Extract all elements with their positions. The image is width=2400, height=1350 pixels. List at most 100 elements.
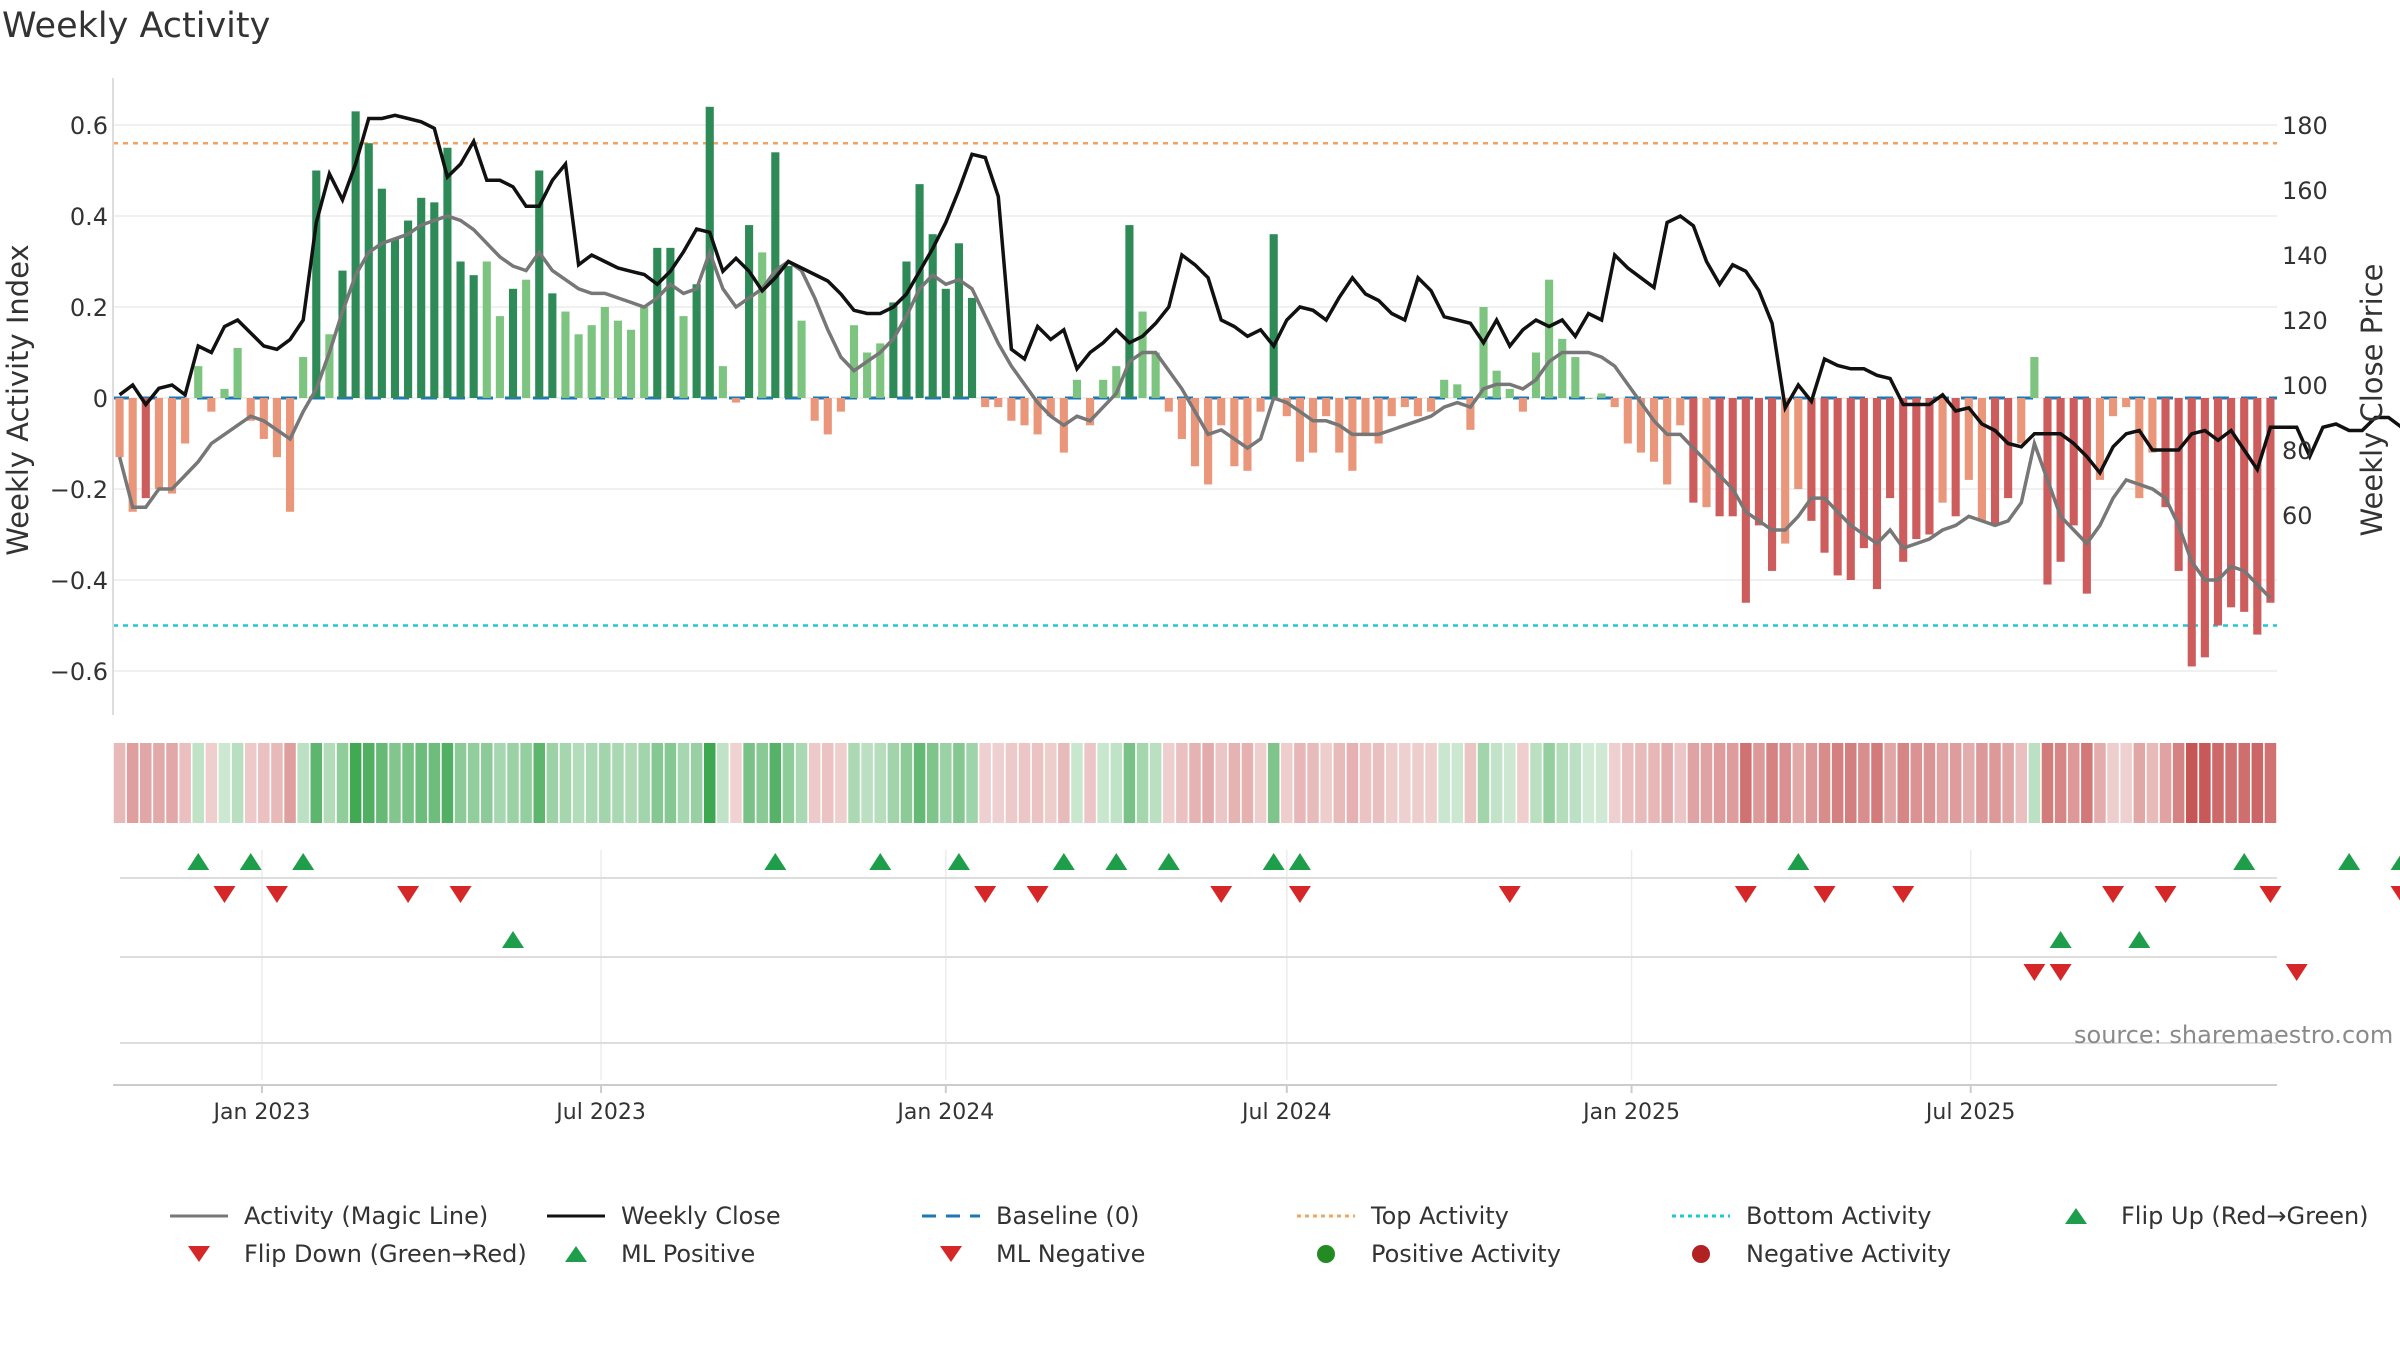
activity-bar [1177, 398, 1186, 439]
activity-bar [1964, 398, 1973, 480]
activity-bar [1768, 398, 1777, 571]
activity-bar [2187, 398, 2196, 667]
activity-bar [364, 143, 373, 398]
activity-bar [312, 170, 321, 398]
activity-bar [994, 398, 1003, 408]
heat-cell [362, 743, 375, 823]
heat-cell [1359, 743, 1372, 823]
activity-bar [1715, 398, 1724, 517]
heat-cell [1595, 743, 1608, 823]
heat-cell [677, 743, 690, 823]
activity-bar [351, 111, 360, 398]
activity-bar [2017, 398, 2026, 444]
heat-cell [1923, 743, 1936, 823]
heat-cell [428, 743, 441, 823]
heat-cell [1713, 743, 1726, 823]
heat-cell [441, 743, 454, 823]
heat-cell [2002, 743, 2014, 823]
activity-bar [666, 247, 675, 398]
heat-cell [1018, 743, 1031, 823]
flip-up-marker [1262, 853, 1285, 870]
heat-cell [336, 743, 349, 823]
activity-bar [417, 197, 426, 398]
activity-bar [2043, 398, 2052, 585]
heat-cell [1753, 743, 1765, 823]
activity-bar [981, 398, 990, 408]
flip-up-marker [1105, 853, 1128, 870]
heat-cell [2146, 743, 2159, 823]
heat-cell [1543, 743, 1555, 823]
heat-cell [638, 743, 650, 823]
activity-bar [495, 316, 504, 398]
activity-bar [456, 261, 465, 398]
flip-down-marker [2154, 886, 2177, 903]
heat-cell [1530, 743, 1542, 823]
legend-label: ML Negative [996, 1240, 1146, 1268]
heat-cell [822, 743, 834, 823]
y-tick-label-right: 140 [2282, 242, 2328, 270]
activity-bar [181, 398, 190, 444]
activity-bar [1531, 352, 1541, 398]
legend-label: Baseline (0) [996, 1202, 1140, 1230]
flip-down-marker [1892, 886, 1915, 903]
heat-cell [795, 743, 808, 823]
activity-bar [1007, 398, 1016, 421]
heat-cell [1464, 743, 1477, 823]
heat-cell [730, 743, 742, 823]
activity-bar [1453, 384, 1462, 398]
activity-bar [1872, 398, 1882, 590]
activity-bar [1387, 398, 1396, 417]
activity-bar [1794, 398, 1803, 489]
activity-bar [1427, 398, 1436, 412]
heat-cell [756, 743, 768, 823]
activity-bar [1846, 398, 1855, 580]
activity-bar [2266, 398, 2275, 603]
x-tick-label: Jan 2023 [211, 1100, 310, 1125]
flip-up-marker [1288, 853, 1311, 870]
activity-bar [1479, 307, 1488, 398]
heat-cell [992, 743, 1005, 823]
y-tick-label-right: 80 [2282, 437, 2313, 465]
line-dotted-orange-icon [1297, 1214, 1355, 1218]
legend-label: Flip Down (Green→Red) [244, 1240, 527, 1268]
activity-bar [1099, 379, 1108, 398]
flip-markers [120, 853, 2400, 1044]
activity-bar [561, 311, 570, 398]
activity-bar [2069, 398, 2078, 526]
heat-cell [2107, 743, 2119, 823]
triangle-up-green-icon [2065, 1208, 2087, 1224]
activity-bar [430, 202, 439, 398]
activity-bar [1859, 398, 1868, 549]
legend-item-flip-down: Flip Down (Green→Red) [168, 1240, 527, 1268]
flip-up-marker [292, 853, 315, 870]
activity-bar [745, 225, 754, 398]
heat-cell [966, 743, 978, 823]
heat-cell [1123, 743, 1136, 823]
heat-cell [2159, 743, 2172, 823]
heat-cell [2133, 743, 2146, 823]
line-solid-black-icon [547, 1214, 605, 1218]
heat-cell [1582, 743, 1595, 823]
activity-bar [1728, 398, 1737, 517]
heat-cell [179, 743, 191, 823]
line-dashed-blue-icon [922, 1214, 980, 1218]
activity-bar [1466, 398, 1475, 430]
activity-bar [1020, 398, 1029, 426]
activity-bar [758, 252, 767, 398]
heat-cell [1477, 743, 1490, 823]
x-tick-label: Jul 2025 [1924, 1100, 2016, 1125]
heat-cell [1058, 743, 1070, 823]
heat-cell [926, 743, 939, 823]
y-tick-label-right: 60 [2282, 502, 2313, 530]
heat-cell [192, 743, 205, 823]
heat-cell [126, 743, 139, 823]
activity-bar [1204, 398, 1213, 485]
activity-bar [1951, 398, 1960, 517]
heat-cell [1071, 743, 1083, 823]
flip-down-marker [449, 886, 472, 903]
activity-bar [1217, 398, 1226, 426]
activity-bar [1820, 398, 1829, 553]
heat-cell [1976, 743, 1988, 823]
chart-title: Weekly Activity [2, 6, 271, 46]
flip-up-marker [869, 853, 892, 870]
